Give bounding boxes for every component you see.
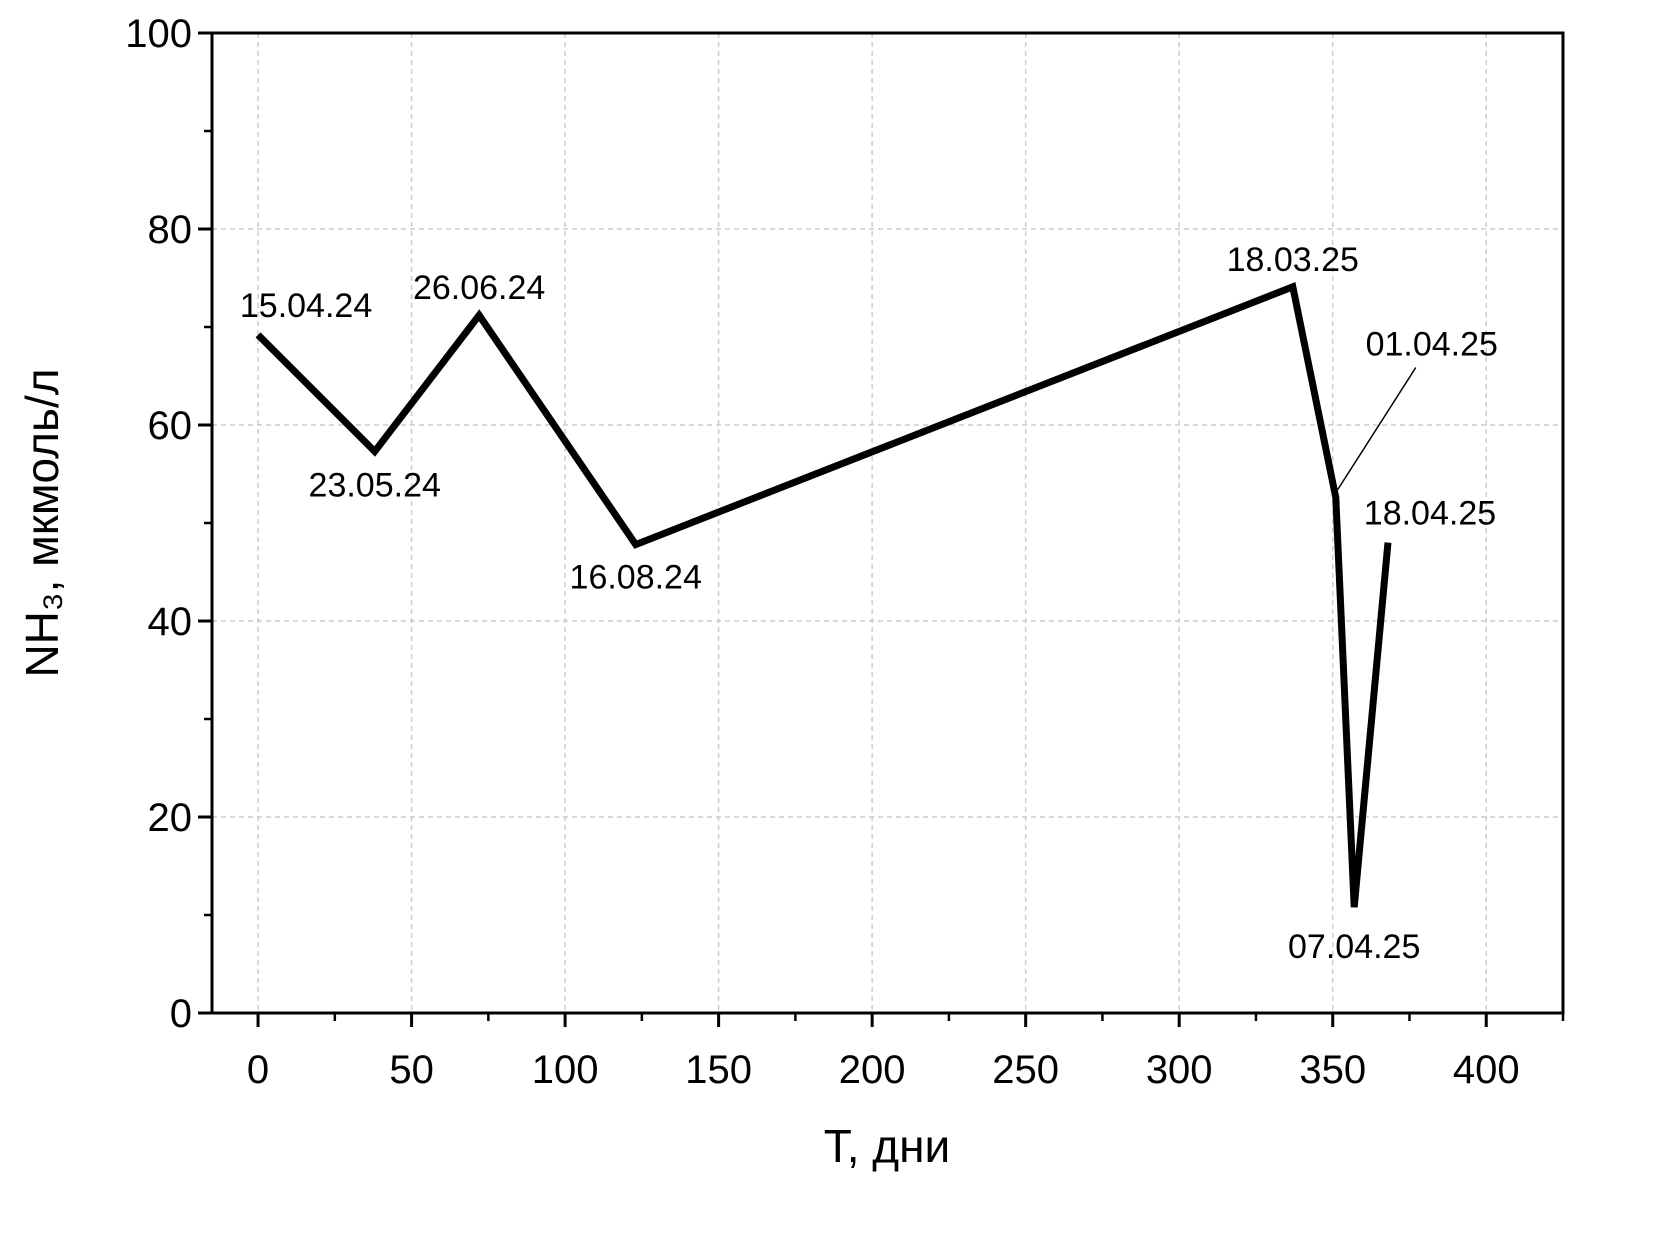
grid [212,33,1563,1013]
data-label: 23.05.24 [309,466,441,504]
x-tick-label: 250 [992,1048,1059,1092]
data-label: 01.04.25 [1366,326,1498,364]
data-label: 07.04.25 [1288,928,1420,966]
data-label: 18.03.25 [1227,241,1359,279]
y-tick-label: 100 [125,12,192,56]
annotations: 15.04.24 23.05.24 26.06.24 16.08.24 18.03.25… [240,241,1498,966]
data-label: 16.08.24 [570,559,702,597]
x-tick-label: 200 [839,1048,906,1092]
y-axis-title: NH₃, мкмоль/л [16,368,68,677]
x-tick-label: 50 [389,1048,434,1092]
y-tick-label: 80 [148,208,193,252]
data-label: 26.06.24 [413,269,545,307]
x-tick-label: 0 [247,1048,269,1092]
axis-ticks: 0 50 100 150 200 250 300 350 400 0 20 40 60 80 100 [125,12,1565,1092]
y-tick-label: 20 [148,796,193,840]
x-tick-label: 150 [685,1048,752,1092]
x-axis-title: T, дни [824,1120,951,1172]
x-tick-label: 300 [1146,1048,1213,1092]
y-tick-label: 40 [148,600,193,644]
data-label: 18.04.25 [1364,495,1496,533]
y-tick-label: 60 [148,404,193,448]
y-tick-label: 0 [170,992,192,1036]
annotation-leader-line [1337,367,1417,490]
data-label: 15.04.24 [240,287,372,325]
series-line [255,282,1392,908]
plot-frame [210,31,1565,1015]
x-tick-label: 350 [1299,1048,1366,1092]
x-tick-label: 100 [532,1048,599,1092]
series-polyline [255,282,1392,908]
x-tick-label: 400 [1453,1048,1520,1092]
